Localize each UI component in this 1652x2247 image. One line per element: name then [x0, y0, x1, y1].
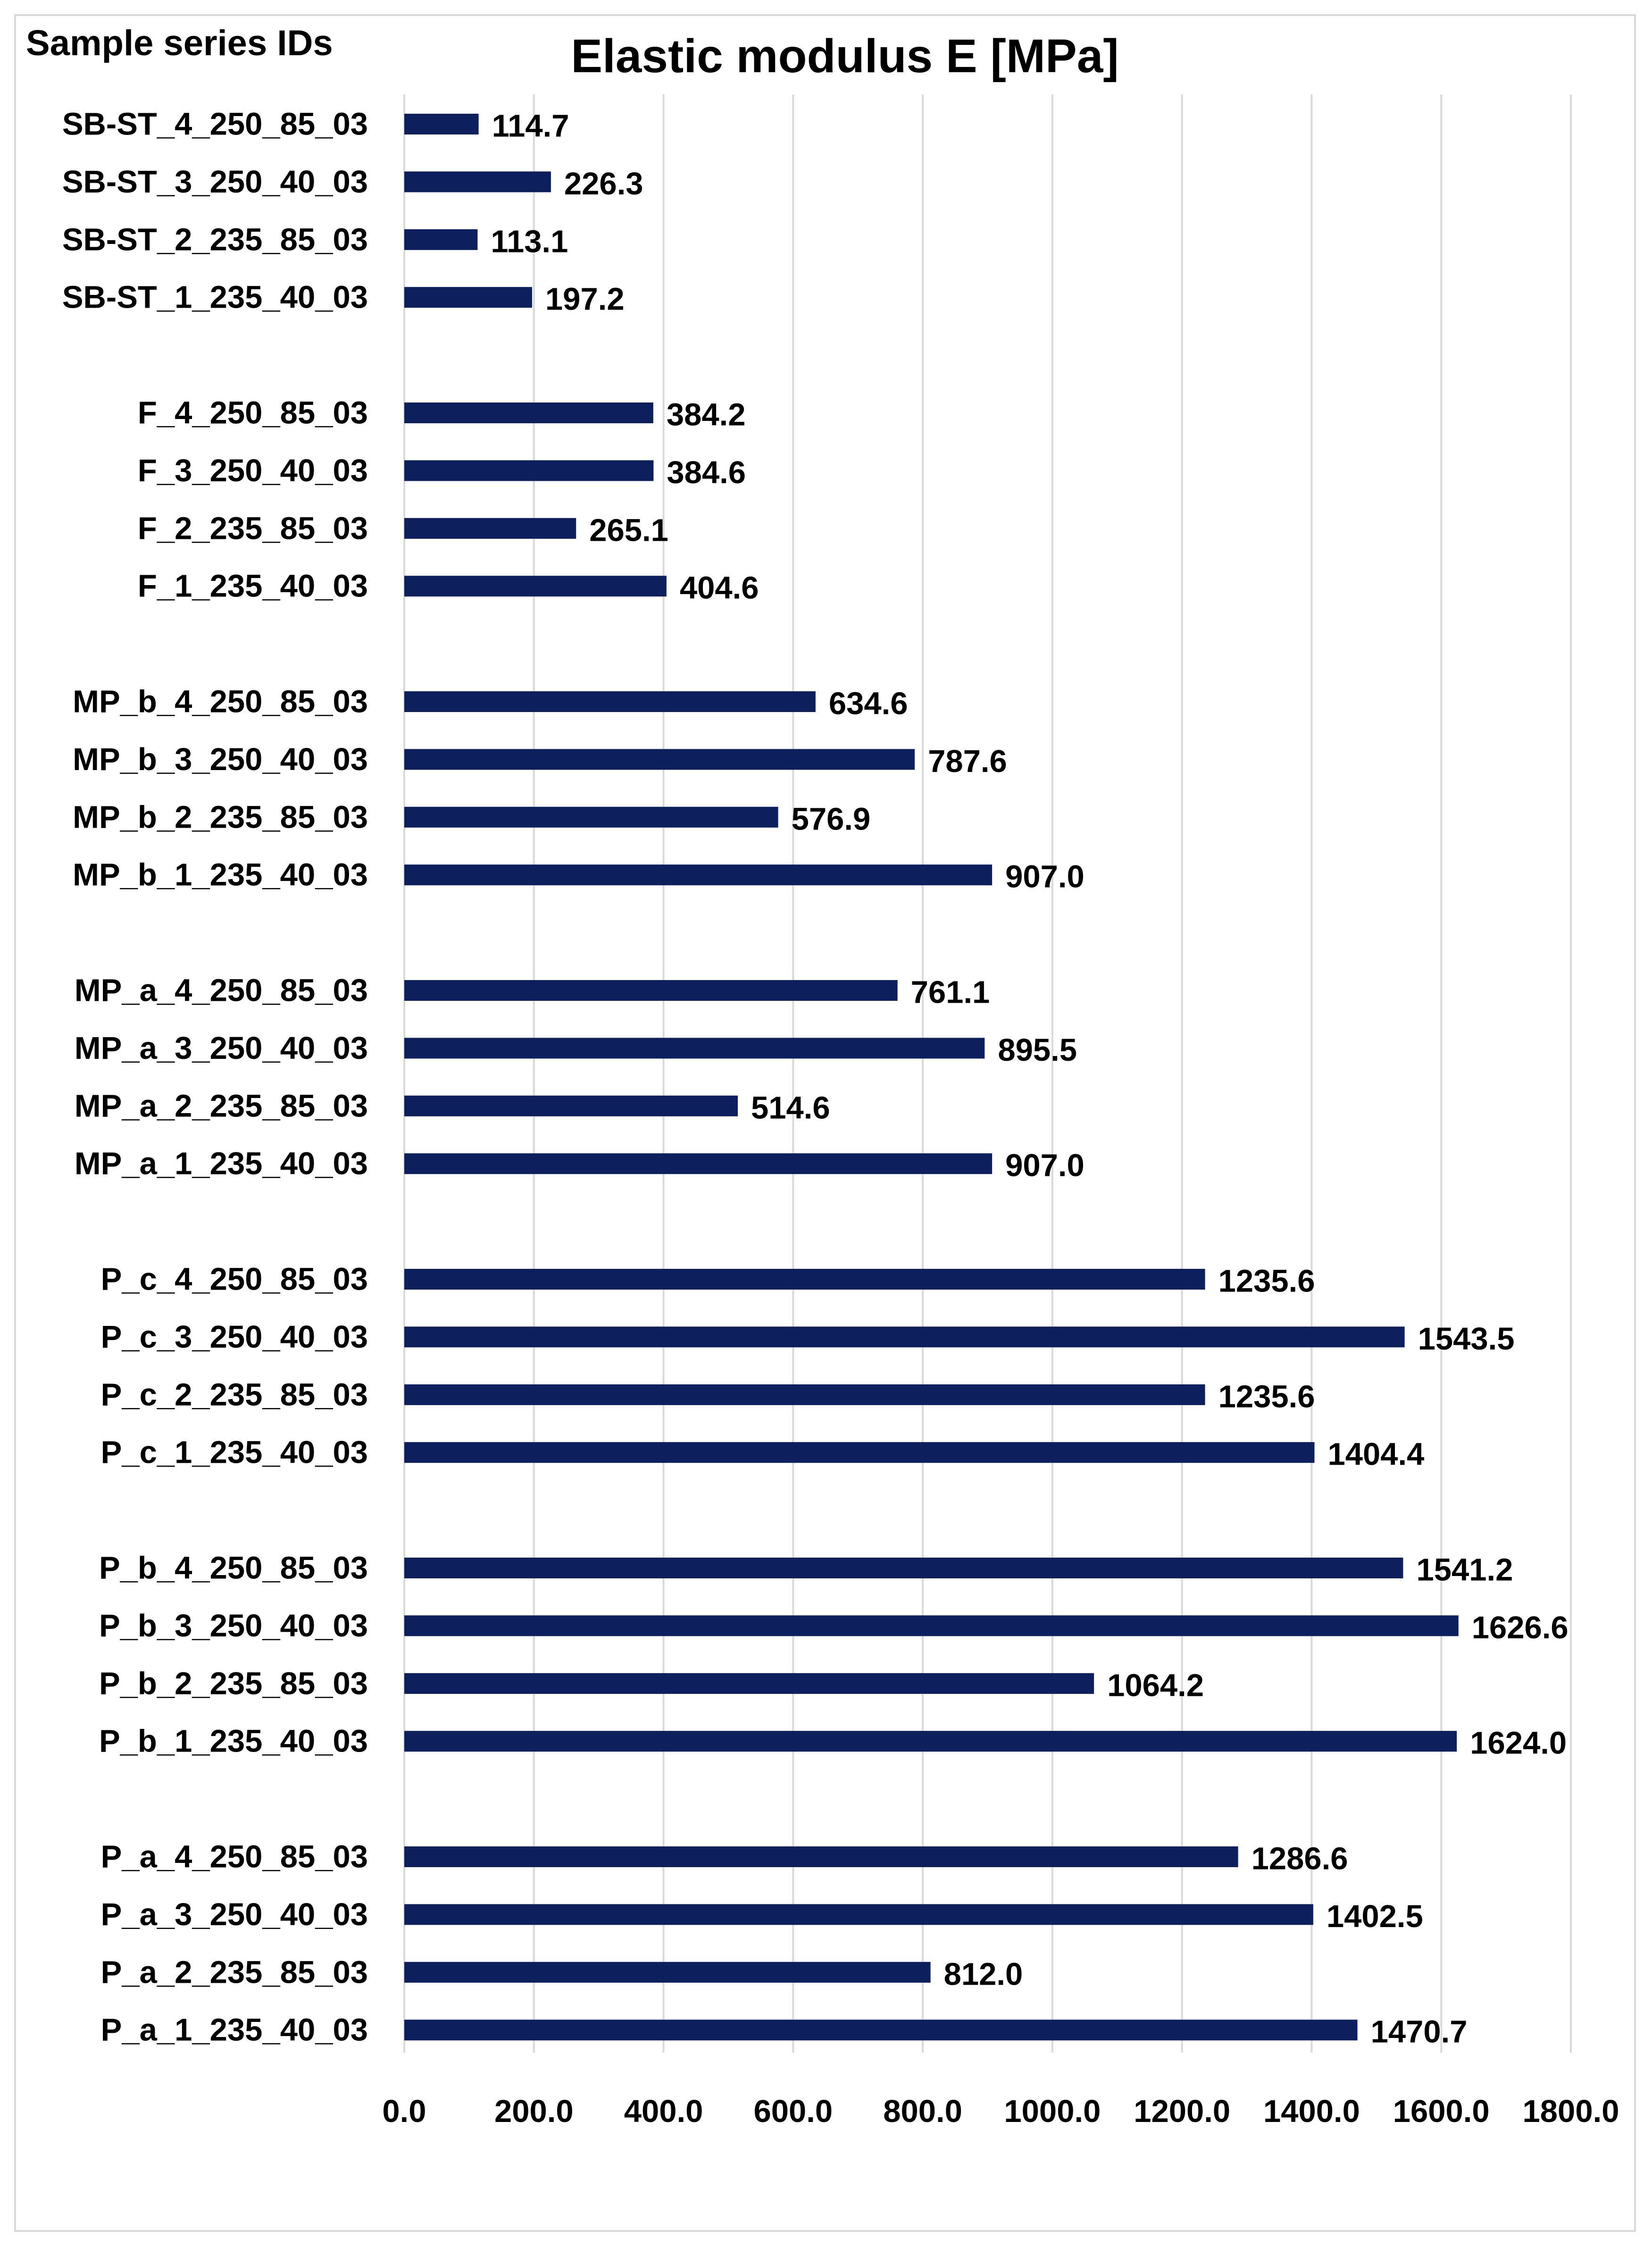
x-tick-label: 400.0: [624, 2094, 703, 2129]
bar: [404, 229, 478, 250]
category-label: F_1_235_40_03: [138, 569, 368, 604]
bar: [404, 1731, 1457, 1752]
data-label: 197.2: [545, 282, 625, 317]
bar: [404, 691, 816, 712]
x-tick-label: 1800.0: [1523, 2094, 1619, 2129]
category-label: MP_a_2_235_85_03: [75, 1088, 368, 1124]
category-label: P_b_3_250_40_03: [99, 1608, 368, 1643]
category-label: P_c_1_235_40_03: [101, 1435, 368, 1470]
data-label: 1470.7: [1371, 2014, 1468, 2050]
data-label: 907.0: [1005, 859, 1085, 895]
x-tick-label: 0.0: [382, 2094, 426, 2129]
category-label: MP_b_2_235_85_03: [73, 799, 368, 835]
data-label: 1235.6: [1218, 1264, 1315, 1299]
bar: [404, 1673, 1094, 1694]
bar: [404, 749, 915, 770]
data-label: 761.1: [911, 975, 990, 1010]
bar: [404, 576, 667, 597]
bar: [404, 1153, 993, 1174]
bar: [404, 1442, 1315, 1463]
data-label: 384.6: [667, 455, 746, 490]
bar: [404, 1095, 738, 1116]
category-label: P_a_1_235_40_03: [101, 2012, 368, 2048]
data-label: 114.7: [492, 109, 569, 144]
data-label: 895.5: [998, 1032, 1077, 1068]
bar: [404, 460, 654, 481]
category-label: P_a_2_235_85_03: [101, 1954, 368, 1990]
category-label: P_c_4_250_85_03: [101, 1262, 368, 1297]
category-label: P_c_3_250_40_03: [101, 1319, 368, 1355]
category-label: F_3_250_40_03: [138, 453, 368, 488]
bar: [404, 864, 993, 886]
category-axis-title: Sample series IDs: [26, 23, 333, 63]
data-label: 812.0: [944, 1956, 1023, 1992]
data-label: 384.2: [667, 397, 746, 433]
data-label: 1626.6: [1472, 1610, 1569, 1645]
data-label: 514.6: [751, 1090, 830, 1125]
data-label: 1624.0: [1470, 1726, 1567, 1761]
category-label: P_a_3_250_40_03: [101, 1897, 368, 1932]
category-label: P_b_4_250_85_03: [99, 1551, 368, 1586]
x-tick-label: 1200.0: [1134, 2094, 1230, 2129]
bar: [404, 1846, 1238, 1867]
bar: [404, 171, 551, 193]
bar: [404, 1038, 985, 1059]
category-label: F_2_235_85_03: [138, 511, 368, 546]
data-label: 1541.2: [1416, 1552, 1513, 1588]
x-tick-label: 800.0: [883, 2094, 962, 2129]
category-label: MP_b_4_250_85_03: [73, 684, 368, 720]
chart-title: Elastic modulus E [MPa]: [571, 30, 1119, 83]
category-label: SB-ST_1_235_40_03: [62, 280, 368, 315]
data-label: 634.6: [829, 686, 908, 721]
data-label: 1064.2: [1107, 1668, 1204, 1703]
x-tick-label: 600.0: [753, 2094, 833, 2129]
bar: [404, 1904, 1313, 1925]
data-label: 1404.4: [1327, 1437, 1424, 1472]
bar: [404, 1615, 1459, 1636]
bar: [404, 980, 898, 1001]
category-label: MP_b_1_235_40_03: [73, 857, 368, 893]
data-label: 113.1: [491, 224, 568, 259]
category-label: MP_a_3_250_40_03: [75, 1031, 368, 1066]
x-tick-label: 1600.0: [1393, 2094, 1490, 2129]
bar: [404, 1384, 1205, 1405]
bar: [404, 806, 778, 828]
category-label: MP_a_4_250_85_03: [75, 973, 368, 1008]
data-label: 1286.6: [1252, 1841, 1348, 1877]
data-label: 787.6: [928, 744, 1007, 779]
bar: [404, 1558, 1403, 1578]
category-label: P_b_1_235_40_03: [99, 1724, 368, 1759]
category-label: F_4_250_85_03: [138, 395, 368, 431]
data-label: 907.0: [1005, 1148, 1085, 1183]
data-label: 265.1: [589, 512, 668, 548]
x-tick-label: 200.0: [494, 2094, 574, 2129]
bar: [404, 1269, 1205, 1290]
data-label: 1402.5: [1327, 1899, 1423, 1934]
x-tick-label: 1400.0: [1263, 2094, 1360, 2129]
category-label: MP_a_1_235_40_03: [75, 1146, 368, 1182]
category-label: SB-ST_3_250_40_03: [62, 164, 368, 200]
bar: [404, 1326, 1405, 1348]
bar: [404, 114, 479, 134]
data-label: 576.9: [792, 801, 871, 837]
category-label: P_b_2_235_85_03: [99, 1666, 368, 1701]
category-label: SB-ST_4_250_85_03: [62, 107, 368, 142]
x-tick-label: 1000.0: [1004, 2094, 1101, 2129]
category-label: P_a_4_250_85_03: [101, 1839, 368, 1875]
data-label: 1235.6: [1218, 1379, 1315, 1414]
category-label: SB-ST_2_235_85_03: [62, 222, 368, 257]
category-label: MP_b_3_250_40_03: [73, 742, 368, 777]
bar: [404, 1962, 931, 1983]
data-label: 404.6: [680, 570, 759, 606]
bar: [404, 518, 576, 539]
data-label: 226.3: [564, 166, 643, 201]
bar: [404, 287, 532, 308]
category-label: P_c_2_235_85_03: [101, 1377, 368, 1412]
data-label: 1543.5: [1418, 1321, 1515, 1357]
bar: [404, 402, 653, 423]
bar: [404, 2020, 1358, 2041]
